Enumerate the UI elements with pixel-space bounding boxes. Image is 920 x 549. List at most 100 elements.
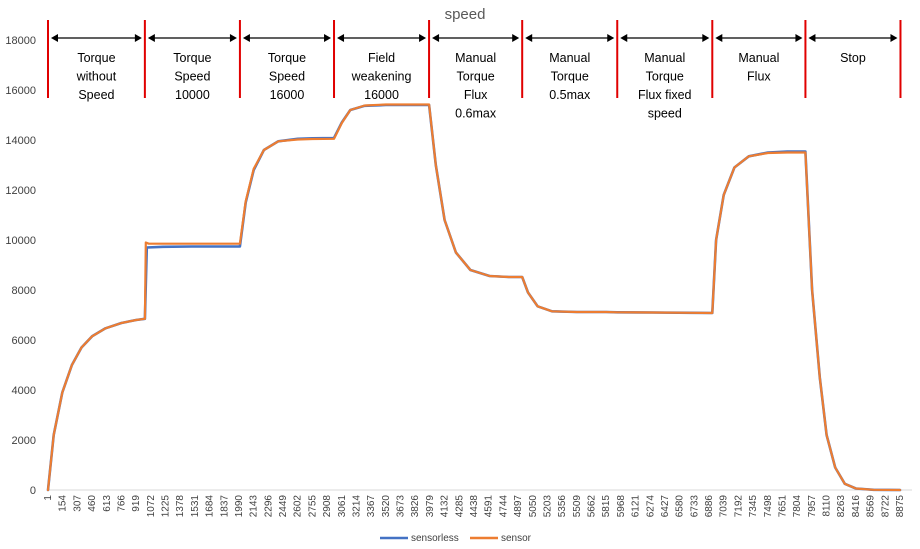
x-tick-label: 7957 xyxy=(807,495,818,518)
x-tick-label: 7345 xyxy=(748,495,759,518)
x-tick-label: 7039 xyxy=(719,495,730,518)
x-tick-label: 2143 xyxy=(249,495,260,518)
y-tick-label: 8000 xyxy=(12,285,36,297)
phase-arrow-head-right xyxy=(607,34,615,42)
x-tick-label: 919 xyxy=(131,495,142,512)
y-tick-label: 4000 xyxy=(12,385,36,397)
x-tick-label: 4132 xyxy=(440,495,451,518)
x-tick-label: 1684 xyxy=(205,495,216,518)
x-tick-label: 8416 xyxy=(851,495,862,518)
x-tick-label: 1378 xyxy=(175,495,186,518)
phase-arrow-head-right xyxy=(795,34,803,42)
x-tick-label: 8263 xyxy=(836,495,847,518)
phase-label: Manual Torque Flux 0.6max xyxy=(455,51,497,121)
x-tick-label: 7498 xyxy=(763,495,774,518)
phase-arrow-head-left xyxy=(147,34,155,42)
phase-arrow-head-left xyxy=(620,34,628,42)
x-tick-label: 1072 xyxy=(146,495,157,518)
x-tick-label: 5662 xyxy=(587,495,598,518)
y-tick-label: 12000 xyxy=(5,185,36,197)
x-tick-label: 7192 xyxy=(733,495,744,518)
x-tick-label: 8110 xyxy=(822,495,833,517)
x-tick-label: 5356 xyxy=(557,495,568,518)
phase-label: Torque Speed 16000 xyxy=(268,51,306,102)
phase-arrow-head-right xyxy=(512,34,520,42)
x-tick-label: 766 xyxy=(116,495,127,512)
x-tick-label: 4744 xyxy=(498,495,509,518)
x-tick-label: 1225 xyxy=(161,495,172,518)
x-tick-label: 6121 xyxy=(631,495,642,518)
x-tick-label: 3367 xyxy=(366,495,377,518)
y-tick-label: 18000 xyxy=(5,35,36,47)
y-tick-label: 14000 xyxy=(5,135,36,147)
y-tick-label: 16000 xyxy=(5,85,36,97)
phase-label: Stop xyxy=(840,51,866,65)
series-line-sensorless xyxy=(46,103,902,492)
x-tick-label: 6886 xyxy=(704,495,715,518)
x-tick-label: 307 xyxy=(72,495,83,512)
x-tick-label: 5815 xyxy=(601,495,612,518)
y-tick-label: 0 xyxy=(30,485,36,497)
x-tick-label: 2602 xyxy=(293,495,304,518)
x-tick-label: 6733 xyxy=(689,495,700,518)
x-tick-label: 8569 xyxy=(866,495,877,518)
legend: sensorless sensor xyxy=(380,533,532,544)
phase-arrow-head-right xyxy=(419,34,427,42)
legend-label: sensorless xyxy=(411,533,459,544)
x-tick-label: 5968 xyxy=(616,495,627,518)
x-tick-label: 3673 xyxy=(396,495,407,518)
x-tick-label: 3520 xyxy=(381,495,392,518)
phase-arrow-head-left xyxy=(51,34,58,42)
phase-arrow-head-left xyxy=(525,34,533,42)
phase-arrow-head-left xyxy=(337,34,345,42)
x-tick-label: 3061 xyxy=(337,495,348,518)
x-tick-label: 2449 xyxy=(278,495,289,518)
x-tick-label: 7651 xyxy=(777,495,788,518)
phase-label: Torque without Speed xyxy=(76,51,117,102)
series-lines xyxy=(46,103,902,492)
y-tick-label: 6000 xyxy=(12,335,36,347)
x-tick-label: 3979 xyxy=(425,495,436,518)
x-tick-label: 7804 xyxy=(792,495,803,518)
phase-arrow-head-right xyxy=(324,34,332,42)
y-tick-label: 2000 xyxy=(12,435,36,447)
x-tick-label: 613 xyxy=(102,495,113,512)
y-axis-ticks: 0 2000 4000 6000 8000 10000 12000 14000 16000 180… xyxy=(5,35,36,497)
x-tick-label: 5509 xyxy=(572,495,583,518)
x-tick-label: 460 xyxy=(87,495,98,512)
x-tick-label: 4285 xyxy=(454,495,465,518)
x-tick-label: 8722 xyxy=(880,495,891,518)
x-tick-label: 5050 xyxy=(528,495,539,518)
x-tick-label: 6427 xyxy=(660,495,671,518)
phase-arrow-head-right xyxy=(229,34,237,42)
x-tick-label: 4438 xyxy=(469,495,480,518)
x-tick-label: 154 xyxy=(58,495,69,512)
series-line-sensor xyxy=(46,103,902,492)
y-tick-label: 10000 xyxy=(5,235,36,247)
x-tick-label: 1 xyxy=(43,495,54,501)
x-tick-label: 2908 xyxy=(322,495,333,518)
x-tick-label: 1837 xyxy=(219,495,230,518)
phase-arrow-head-right xyxy=(702,34,710,42)
phase-label: Manual Torque Flux fixed speed xyxy=(638,51,692,121)
x-tick-label: 4591 xyxy=(484,495,495,518)
phase-arrow-head-right xyxy=(890,34,898,42)
phase-arrow-head-left xyxy=(242,34,250,42)
chart-title: speed xyxy=(445,6,486,23)
phase-label: Field weakening 16000 xyxy=(351,51,412,102)
x-tick-label: 4897 xyxy=(513,495,524,518)
phase-label: Torque Speed 10000 xyxy=(173,51,211,102)
x-tick-label: 6580 xyxy=(675,495,686,518)
x-tick-label: 5203 xyxy=(542,495,553,518)
phase-arrow-head-left xyxy=(715,34,723,42)
x-tick-label: 2755 xyxy=(307,495,318,518)
phase-arrow-head-left xyxy=(808,34,816,42)
phase-label: Manual Torque 0.5max xyxy=(549,51,591,102)
phase-arrow-head-right xyxy=(134,34,142,42)
x-tick-label: 8875 xyxy=(895,495,906,518)
x-tick-label: 1531 xyxy=(190,495,201,518)
x-tick-label: 3826 xyxy=(410,495,421,518)
phase-label: Manual Flux xyxy=(738,51,779,84)
